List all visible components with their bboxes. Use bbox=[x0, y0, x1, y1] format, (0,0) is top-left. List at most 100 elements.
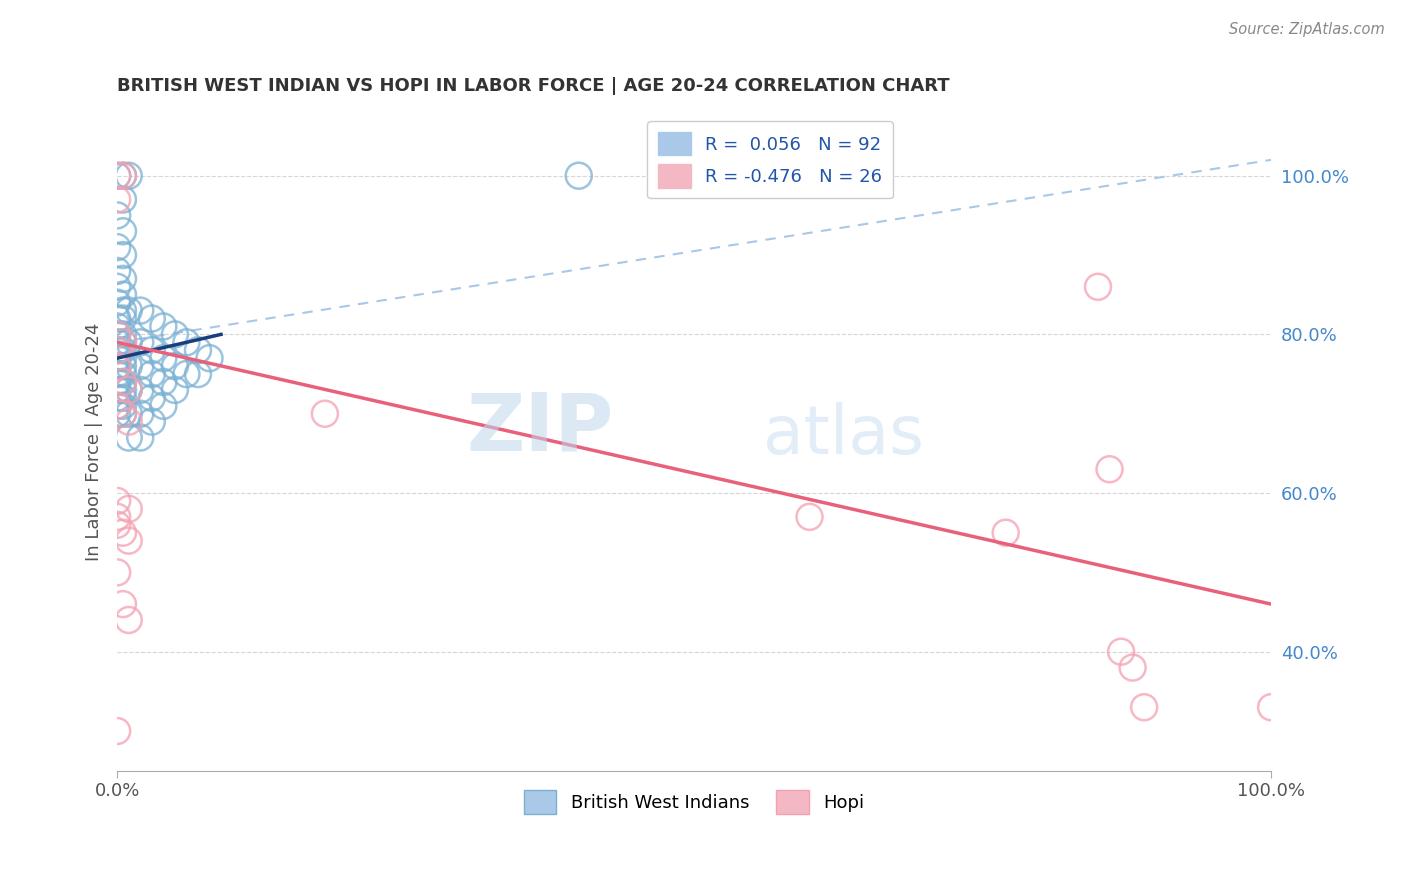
Point bbox=[111, 272, 134, 286]
Point bbox=[1098, 462, 1121, 476]
Point bbox=[111, 597, 134, 611]
Point bbox=[118, 335, 141, 350]
Point bbox=[141, 311, 163, 326]
Point bbox=[105, 367, 128, 381]
Point bbox=[152, 319, 174, 334]
Point bbox=[129, 359, 152, 373]
Point bbox=[1109, 645, 1132, 659]
Point bbox=[152, 399, 174, 413]
Point bbox=[118, 407, 141, 421]
Point bbox=[1133, 700, 1156, 714]
Point bbox=[994, 525, 1017, 540]
Point bbox=[105, 724, 128, 739]
Point bbox=[1260, 700, 1282, 714]
Point bbox=[176, 335, 198, 350]
Point bbox=[152, 351, 174, 366]
Point bbox=[111, 351, 134, 366]
Point bbox=[118, 383, 141, 397]
Point bbox=[105, 375, 128, 389]
Point bbox=[105, 407, 128, 421]
Point bbox=[105, 319, 128, 334]
Point bbox=[111, 327, 134, 342]
Point bbox=[111, 335, 134, 350]
Point bbox=[198, 351, 221, 366]
Point bbox=[111, 375, 134, 389]
Point bbox=[111, 343, 134, 358]
Point bbox=[111, 224, 134, 238]
Point bbox=[111, 311, 134, 326]
Point bbox=[105, 509, 128, 524]
Point bbox=[187, 367, 209, 381]
Point bbox=[105, 343, 128, 358]
Point bbox=[118, 613, 141, 627]
Point bbox=[163, 359, 186, 373]
Text: Source: ZipAtlas.com: Source: ZipAtlas.com bbox=[1229, 22, 1385, 37]
Point bbox=[105, 359, 128, 373]
Point bbox=[129, 383, 152, 397]
Point bbox=[105, 240, 128, 254]
Point bbox=[105, 399, 128, 413]
Point bbox=[129, 303, 152, 318]
Point bbox=[568, 169, 591, 183]
Point bbox=[111, 525, 134, 540]
Point bbox=[105, 169, 128, 183]
Point bbox=[105, 359, 128, 373]
Point bbox=[111, 303, 134, 318]
Point bbox=[111, 359, 134, 373]
Text: atlas: atlas bbox=[763, 402, 924, 468]
Point bbox=[129, 335, 152, 350]
Point bbox=[118, 359, 141, 373]
Point bbox=[141, 367, 163, 381]
Point bbox=[118, 415, 141, 429]
Point bbox=[118, 303, 141, 318]
Point bbox=[1122, 660, 1144, 674]
Point bbox=[118, 533, 141, 548]
Point bbox=[111, 407, 134, 421]
Point bbox=[105, 391, 128, 405]
Point bbox=[105, 327, 128, 342]
Point bbox=[118, 383, 141, 397]
Point bbox=[105, 295, 128, 310]
Point bbox=[105, 264, 128, 278]
Point bbox=[141, 343, 163, 358]
Point bbox=[105, 343, 128, 358]
Point bbox=[111, 248, 134, 262]
Point bbox=[105, 351, 128, 366]
Point bbox=[111, 335, 134, 350]
Point bbox=[129, 407, 152, 421]
Point bbox=[105, 280, 128, 294]
Point bbox=[111, 169, 134, 183]
Point bbox=[163, 383, 186, 397]
Point bbox=[163, 327, 186, 342]
Point bbox=[118, 430, 141, 444]
Point bbox=[111, 169, 134, 183]
Point bbox=[111, 287, 134, 301]
Point bbox=[105, 193, 128, 207]
Point bbox=[111, 407, 134, 421]
Point bbox=[111, 375, 134, 389]
Point bbox=[105, 311, 128, 326]
Point bbox=[118, 169, 141, 183]
Point bbox=[105, 327, 128, 342]
Point bbox=[111, 391, 134, 405]
Point bbox=[118, 502, 141, 516]
Text: ZIP: ZIP bbox=[467, 389, 613, 467]
Point bbox=[105, 399, 128, 413]
Point bbox=[176, 367, 198, 381]
Point bbox=[111, 399, 134, 413]
Y-axis label: In Labor Force | Age 20-24: In Labor Force | Age 20-24 bbox=[86, 322, 103, 561]
Point bbox=[105, 169, 128, 183]
Point bbox=[105, 517, 128, 532]
Point bbox=[152, 375, 174, 389]
Point bbox=[1087, 280, 1109, 294]
Point bbox=[105, 383, 128, 397]
Point bbox=[105, 566, 128, 580]
Point bbox=[105, 494, 128, 508]
Point bbox=[314, 407, 336, 421]
Point bbox=[799, 509, 821, 524]
Point bbox=[111, 383, 134, 397]
Point bbox=[129, 430, 152, 444]
Point bbox=[141, 391, 163, 405]
Point bbox=[111, 367, 134, 381]
Text: BRITISH WEST INDIAN VS HOPI IN LABOR FORCE | AGE 20-24 CORRELATION CHART: BRITISH WEST INDIAN VS HOPI IN LABOR FOR… bbox=[117, 78, 950, 95]
